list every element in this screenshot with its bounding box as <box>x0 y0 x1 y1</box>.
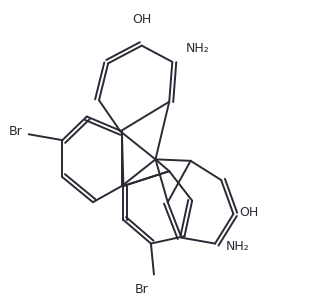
Text: OH: OH <box>239 206 259 219</box>
Text: Br: Br <box>9 125 23 138</box>
Text: NH₂: NH₂ <box>186 42 210 55</box>
Text: Br: Br <box>135 283 149 296</box>
Text: OH: OH <box>132 14 151 26</box>
Text: NH₂: NH₂ <box>226 240 249 253</box>
